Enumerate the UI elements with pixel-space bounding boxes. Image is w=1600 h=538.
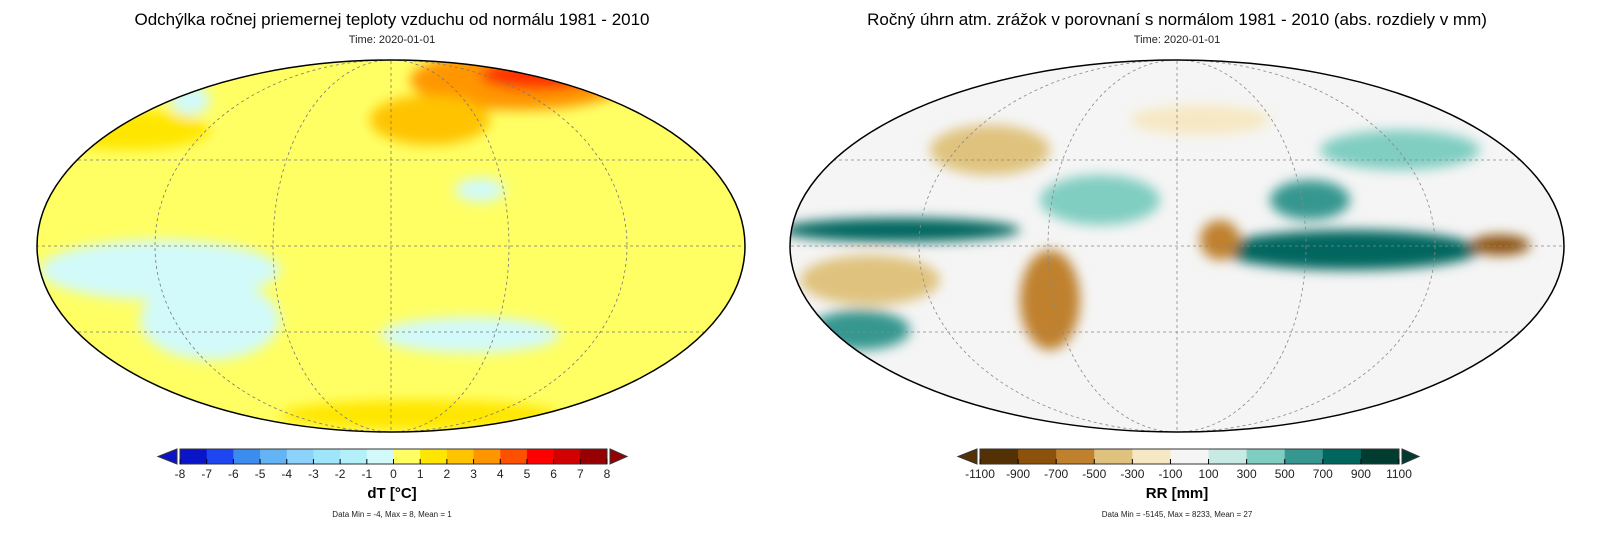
colorbar-segment <box>526 449 555 464</box>
colorbar-segment <box>1170 449 1210 464</box>
precipitation-colorbar <box>956 448 1421 465</box>
precipitation-anomaly-map <box>790 60 1564 432</box>
left-map-title: Odchýlka ročnej priemernej teploty vzduc… <box>134 10 650 29</box>
colorbar-tick-label: -8 <box>174 467 186 481</box>
colorbar-segment <box>1094 449 1133 464</box>
colorbar-segment <box>233 449 261 464</box>
colorbar-tick-label: -1 <box>361 467 373 481</box>
colorbar-tick-label: 1 <box>416 467 424 481</box>
colorbar-segment <box>1284 449 1324 464</box>
colorbar-tick-label: -300 <box>1120 467 1145 481</box>
colorbar-segment <box>1322 449 1362 464</box>
colorbar-arrow-low <box>956 448 978 465</box>
colorbar-segment <box>366 449 394 464</box>
colorbar-tick-label: -500 <box>1082 467 1107 481</box>
right-map-time: Time: 2020-01-01 <box>1133 34 1221 46</box>
colorbar-tick-label: 8 <box>603 467 611 481</box>
right-colorbar-unit: RR [mm] <box>1145 485 1209 502</box>
colorbar-segment <box>313 449 341 464</box>
colorbar-segment <box>500 449 528 464</box>
colorbar-segment <box>206 449 234 464</box>
colorbar-tick-label: 700 <box>1312 467 1333 481</box>
colorbar-tick-label: -4 <box>281 467 293 481</box>
colorbar-segment <box>1018 449 1057 464</box>
colorbar-segment <box>1132 449 1171 464</box>
colorbar-tick-label: -900 <box>1006 467 1031 481</box>
colorbar-segment <box>1208 449 1248 464</box>
colorbar-tick-label: 6 <box>550 467 557 481</box>
colorbar-tick-label: 4 <box>496 467 504 481</box>
colorbar-tick-label: -7 <box>201 467 213 481</box>
colorbar-tick-label: 900 <box>1350 467 1371 481</box>
colorbar-segment <box>420 449 448 464</box>
colorbar-tick-label: 7 <box>576 467 584 481</box>
colorbar-arrow-low <box>156 448 178 465</box>
colorbar-segment <box>446 449 475 464</box>
colorbar-tick-label: -6 <box>228 467 239 481</box>
colorbar-segment <box>260 449 288 464</box>
colorbar-tick-label: 0 <box>390 467 397 481</box>
colorbar-arrow-high <box>1401 448 1421 465</box>
colorbar-tick-label: -2 <box>334 467 346 481</box>
colorbar-tick-label: 2 <box>443 467 451 481</box>
colorbar-segment <box>1056 449 1095 464</box>
left-colorbar-unit: dT [°C] <box>367 485 417 502</box>
left-map-time: Time: 2020-01-01 <box>348 34 436 46</box>
temperature-anomaly-map <box>37 60 745 432</box>
colorbar-segment <box>180 449 208 464</box>
left-data-stats: Data Min = -4, Max = 8, Mean = 1 <box>332 510 452 519</box>
colorbar-tick-label: 500 <box>1274 467 1295 481</box>
colorbar-tick-label: 100 <box>1198 467 1219 481</box>
colorbar-segment <box>286 449 314 464</box>
colorbar-segment <box>580 449 608 464</box>
temperature-colorbar <box>156 448 629 465</box>
colorbar-tick-label: 5 <box>523 467 531 481</box>
colorbar-segment <box>980 449 1019 464</box>
colorbar-tick-label: 300 <box>1236 467 1257 481</box>
colorbar-tick-label: -5 <box>254 467 266 481</box>
colorbar-segment <box>393 449 421 464</box>
colorbar-arrow-high <box>609 448 629 465</box>
colorbar-segment <box>1246 449 1286 464</box>
colorbar-segment <box>1360 449 1400 464</box>
right-map-title: Ročný úhrn atm. zrážok v porovnaní s nor… <box>867 10 1487 29</box>
colorbar-segment <box>340 449 368 464</box>
colorbar-tick-label: -1100 <box>965 467 995 481</box>
colorbar-segment <box>553 449 581 464</box>
colorbar-tick-label: -700 <box>1044 467 1069 481</box>
colorbar-tick-label: 1100 <box>1386 467 1412 481</box>
colorbar-tick-label: -3 <box>308 467 319 481</box>
colorbar-tick-label: -100 <box>1158 467 1183 481</box>
colorbar-segment <box>473 449 501 464</box>
colorbar-tick-label: 3 <box>470 467 477 481</box>
right-data-stats: Data Min = -5145, Max = 8233, Mean = 27 <box>1101 510 1253 519</box>
